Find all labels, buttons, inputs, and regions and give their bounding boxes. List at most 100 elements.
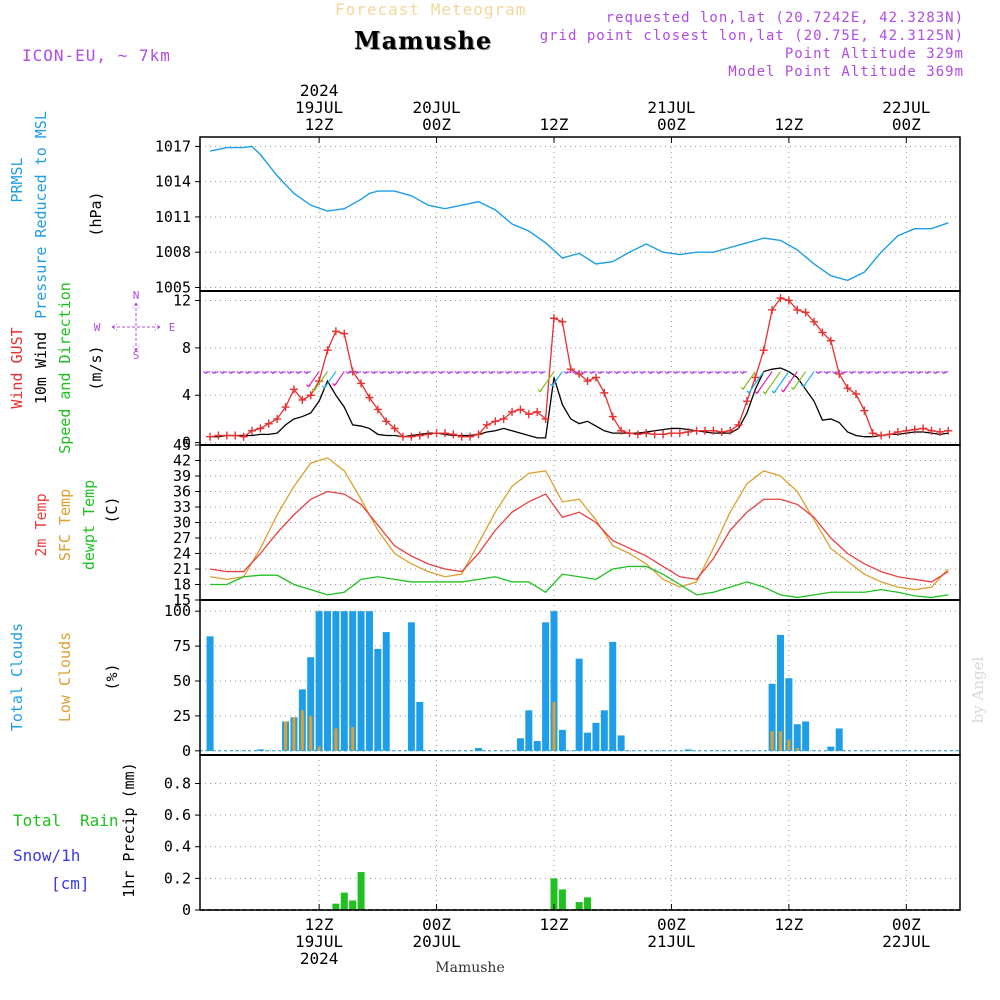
- gust-marker: [692, 426, 701, 435]
- gust-marker: [281, 403, 290, 412]
- gust-marker: [902, 426, 911, 435]
- wind-direction-arrow: [756, 371, 773, 394]
- total-cloud-bar: [357, 611, 365, 751]
- top-time-label: 00Z: [422, 115, 451, 134]
- wind-arrow-head: [379, 370, 384, 375]
- bottom-time-label: 12Z: [540, 915, 569, 934]
- pressure-frame: [199, 136, 961, 292]
- gust-marker: [810, 317, 819, 326]
- low-cloud-bar: [795, 748, 799, 751]
- gust-marker: [390, 424, 399, 433]
- wind-arrow-head: [706, 370, 712, 375]
- low-cloud-bar: [292, 717, 296, 751]
- total-cloud-bar: [542, 622, 550, 751]
- wind-direction-arrow: [748, 371, 765, 394]
- wind-arrow-head: [630, 370, 636, 375]
- gust-marker: [851, 390, 860, 399]
- wind-arrow-head: [882, 370, 888, 375]
- gust-marker: [524, 410, 533, 419]
- wind-arrow-head: [429, 370, 435, 375]
- wind-arrow-head: [261, 370, 267, 375]
- wind-arrow-head: [848, 370, 854, 375]
- compass-south: S: [133, 349, 140, 362]
- gust-marker: [365, 393, 374, 402]
- clouds-ytick-label: 75: [173, 637, 191, 655]
- wind-arrow-head: [446, 370, 452, 375]
- wind-frame: [199, 290, 961, 446]
- wind-arrow-head: [295, 370, 301, 375]
- wind-arrow-head: [714, 370, 720, 375]
- wind-arrow-head: [790, 386, 796, 391]
- temperature-ytick-label: 24: [173, 545, 191, 563]
- total-cloud-bar: [609, 641, 617, 751]
- gust-marker: [399, 432, 408, 441]
- gust-marker: [231, 431, 240, 440]
- precip-total-label: Total: [13, 811, 61, 830]
- total-cloud-bar: [785, 678, 793, 751]
- low-cloud-bar: [351, 727, 355, 751]
- wind-direction-arrow: [802, 371, 815, 388]
- pressure-line: [209, 145, 949, 282]
- gust-marker: [331, 327, 340, 336]
- gust-marker: [826, 336, 835, 345]
- wind-arrow-head: [332, 383, 337, 387]
- compass-north: N: [133, 289, 140, 302]
- gust-marker: [289, 385, 298, 394]
- wind-arrow-head: [588, 370, 594, 375]
- total-cloud-bar: [768, 683, 776, 751]
- wind-arrow-head: [754, 390, 760, 395]
- total-cloud-bar: [684, 749, 692, 751]
- total-clouds-label: Total Clouds: [8, 623, 26, 731]
- gust-marker: [600, 388, 609, 397]
- total-cloud-bar: [349, 611, 357, 751]
- pressure-label-prmsl: PRMSL: [8, 157, 26, 202]
- gust-marker: [256, 424, 265, 433]
- wind-arrow-head: [932, 370, 938, 375]
- wind-direction-arrow: [792, 371, 807, 390]
- wind-arrow-head: [530, 370, 535, 375]
- gust-marker: [910, 425, 919, 434]
- wind-direction-arrow: [551, 371, 563, 387]
- gust-marker: [944, 426, 953, 435]
- gust-marker: [491, 417, 500, 426]
- gust-marker: [214, 431, 223, 440]
- gust-marker: [466, 432, 475, 441]
- wind-arrow-head: [479, 370, 485, 375]
- temperature-ytick-label: 15: [173, 591, 191, 609]
- wind-arrow-head: [597, 370, 603, 375]
- rain-bar: [584, 897, 592, 910]
- dewpt-label: dewpt Temp: [80, 480, 98, 570]
- wind-direction-arrow: [773, 371, 790, 394]
- pressure-ytick-label: 1017: [155, 137, 191, 155]
- gust-marker: [650, 430, 659, 439]
- wind-arrow-head: [613, 370, 619, 375]
- wind-arrow-head: [462, 370, 468, 375]
- total-cloud-bar: [324, 611, 332, 751]
- requested-coords: requested lon,lat (20.7242E, 42.3283N): [605, 10, 964, 26]
- compass-west: W: [94, 321, 101, 334]
- total-cloud-bar: [315, 611, 323, 751]
- top-time-label: 00Z: [657, 115, 686, 134]
- precipitation-ytick-label: 0: [182, 901, 191, 919]
- bottom-time-label: 22JUL: [882, 932, 930, 951]
- wind-arrow-head: [496, 370, 502, 375]
- gust-marker: [801, 308, 810, 317]
- gust-marker: [919, 424, 928, 433]
- gust-marker: [382, 417, 391, 426]
- gust-marker: [373, 405, 382, 414]
- clouds-unit: (%): [103, 663, 121, 690]
- total-cloud-bar: [793, 724, 801, 751]
- bottom-time-label: 00Z: [892, 915, 921, 934]
- wind-arrow-head: [823, 370, 829, 375]
- low-cloud-bar: [309, 715, 313, 751]
- gust-marker: [625, 429, 634, 438]
- dewpt-line: [210, 565, 949, 599]
- gust-marker: [432, 429, 441, 438]
- wind-arrow-head: [253, 370, 259, 375]
- total-cloud-bar: [558, 729, 566, 751]
- wind-direction-arrow: [313, 371, 328, 392]
- top-time-label: 2024: [300, 81, 339, 100]
- wind-arrow-head: [504, 370, 510, 375]
- gust-marker: [659, 430, 668, 439]
- gust-marker: [860, 406, 869, 415]
